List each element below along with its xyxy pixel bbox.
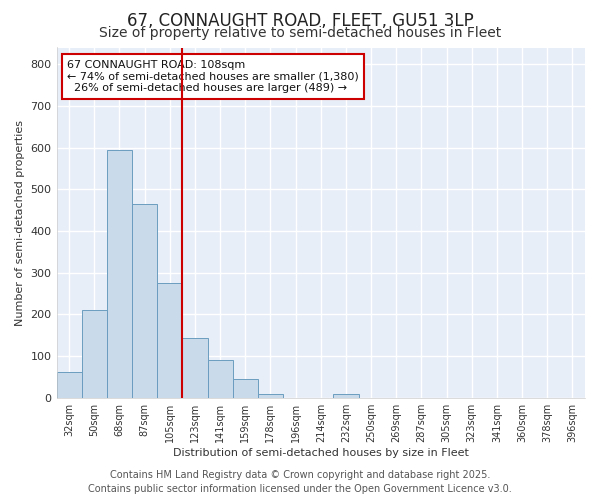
Bar	[82, 310, 107, 398]
Text: Size of property relative to semi-detached houses in Fleet: Size of property relative to semi-detach…	[99, 26, 501, 40]
Bar	[233, 378, 258, 398]
Bar	[258, 394, 283, 398]
Y-axis label: Number of semi-detached properties: Number of semi-detached properties	[15, 120, 25, 326]
X-axis label: Distribution of semi-detached houses by size in Fleet: Distribution of semi-detached houses by …	[173, 448, 469, 458]
Bar	[182, 338, 208, 398]
Bar	[334, 394, 359, 398]
Bar	[157, 283, 182, 398]
Bar	[107, 150, 132, 398]
Bar	[208, 360, 233, 398]
Text: 67, CONNAUGHT ROAD, FLEET, GU51 3LP: 67, CONNAUGHT ROAD, FLEET, GU51 3LP	[127, 12, 473, 30]
Bar	[132, 204, 157, 398]
Text: 67 CONNAUGHT ROAD: 108sqm
← 74% of semi-detached houses are smaller (1,380)
  26: 67 CONNAUGHT ROAD: 108sqm ← 74% of semi-…	[67, 60, 359, 93]
Text: Contains HM Land Registry data © Crown copyright and database right 2025.
Contai: Contains HM Land Registry data © Crown c…	[88, 470, 512, 494]
Bar	[56, 372, 82, 398]
